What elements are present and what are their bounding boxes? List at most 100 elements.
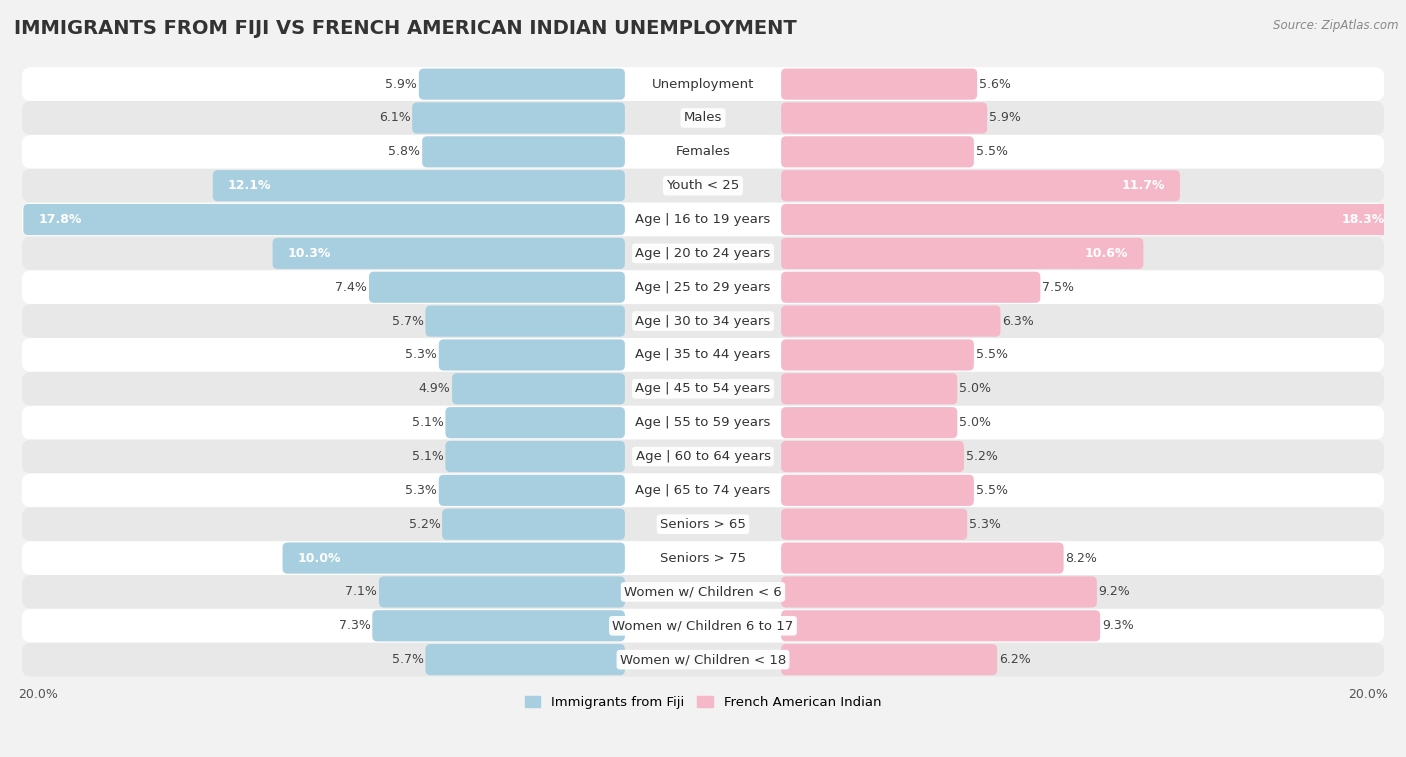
Text: Age | 55 to 59 years: Age | 55 to 59 years [636, 416, 770, 429]
FancyBboxPatch shape [21, 67, 1385, 101]
FancyBboxPatch shape [419, 69, 624, 100]
FancyBboxPatch shape [782, 69, 977, 100]
Text: Women w/ Children 6 to 17: Women w/ Children 6 to 17 [613, 619, 793, 632]
Text: Age | 30 to 34 years: Age | 30 to 34 years [636, 315, 770, 328]
Text: Age | 16 to 19 years: Age | 16 to 19 years [636, 213, 770, 226]
Text: 5.3%: 5.3% [405, 348, 437, 361]
Text: IMMIGRANTS FROM FIJI VS FRENCH AMERICAN INDIAN UNEMPLOYMENT: IMMIGRANTS FROM FIJI VS FRENCH AMERICAN … [14, 19, 797, 38]
Text: 5.0%: 5.0% [959, 416, 991, 429]
Text: 4.9%: 4.9% [419, 382, 450, 395]
FancyBboxPatch shape [782, 441, 965, 472]
Text: Age | 35 to 44 years: Age | 35 to 44 years [636, 348, 770, 361]
Text: 6.1%: 6.1% [378, 111, 411, 124]
FancyBboxPatch shape [24, 204, 624, 235]
Text: 7.4%: 7.4% [336, 281, 367, 294]
Text: Males: Males [683, 111, 723, 124]
FancyBboxPatch shape [21, 203, 1385, 236]
FancyBboxPatch shape [441, 509, 624, 540]
FancyBboxPatch shape [21, 575, 1385, 609]
Text: Seniors > 65: Seniors > 65 [659, 518, 747, 531]
FancyBboxPatch shape [21, 101, 1385, 135]
Text: 6.3%: 6.3% [1002, 315, 1033, 328]
FancyBboxPatch shape [212, 170, 624, 201]
FancyBboxPatch shape [782, 644, 997, 675]
Text: 5.5%: 5.5% [976, 348, 1008, 361]
FancyBboxPatch shape [412, 102, 624, 133]
FancyBboxPatch shape [380, 576, 624, 608]
Text: 8.2%: 8.2% [1066, 552, 1097, 565]
FancyBboxPatch shape [782, 475, 974, 506]
Text: 10.3%: 10.3% [288, 247, 330, 260]
Text: Females: Females [675, 145, 731, 158]
Text: 12.1%: 12.1% [228, 179, 271, 192]
Text: 18.3%: 18.3% [1341, 213, 1385, 226]
Text: Age | 25 to 29 years: Age | 25 to 29 years [636, 281, 770, 294]
FancyBboxPatch shape [782, 306, 1001, 337]
Text: 5.7%: 5.7% [392, 653, 423, 666]
FancyBboxPatch shape [782, 136, 974, 167]
FancyBboxPatch shape [782, 339, 974, 370]
FancyBboxPatch shape [782, 407, 957, 438]
FancyBboxPatch shape [782, 102, 987, 133]
FancyBboxPatch shape [422, 136, 624, 167]
FancyBboxPatch shape [21, 507, 1385, 541]
FancyBboxPatch shape [782, 170, 1180, 201]
Text: 7.5%: 7.5% [1042, 281, 1074, 294]
FancyBboxPatch shape [21, 304, 1385, 338]
FancyBboxPatch shape [21, 541, 1385, 575]
Text: 5.8%: 5.8% [388, 145, 420, 158]
FancyBboxPatch shape [426, 644, 624, 675]
FancyBboxPatch shape [453, 373, 624, 404]
Text: 5.1%: 5.1% [412, 450, 444, 463]
FancyBboxPatch shape [782, 543, 1063, 574]
Text: Unemployment: Unemployment [652, 78, 754, 91]
FancyBboxPatch shape [439, 475, 624, 506]
Text: Age | 20 to 24 years: Age | 20 to 24 years [636, 247, 770, 260]
FancyBboxPatch shape [782, 576, 1097, 608]
FancyBboxPatch shape [273, 238, 624, 269]
FancyBboxPatch shape [426, 306, 624, 337]
FancyBboxPatch shape [21, 236, 1385, 270]
FancyBboxPatch shape [368, 272, 624, 303]
Text: 10.0%: 10.0% [298, 552, 342, 565]
FancyBboxPatch shape [21, 338, 1385, 372]
FancyBboxPatch shape [21, 169, 1385, 203]
FancyBboxPatch shape [21, 440, 1385, 473]
FancyBboxPatch shape [782, 509, 967, 540]
Text: Age | 45 to 54 years: Age | 45 to 54 years [636, 382, 770, 395]
FancyBboxPatch shape [21, 135, 1385, 169]
FancyBboxPatch shape [373, 610, 624, 641]
Text: Women w/ Children < 18: Women w/ Children < 18 [620, 653, 786, 666]
Text: Age | 60 to 64 years: Age | 60 to 64 years [636, 450, 770, 463]
Text: 7.3%: 7.3% [339, 619, 371, 632]
Text: 5.6%: 5.6% [979, 78, 1011, 91]
Legend: Immigrants from Fiji, French American Indian: Immigrants from Fiji, French American In… [519, 690, 887, 714]
Text: 5.2%: 5.2% [966, 450, 997, 463]
FancyBboxPatch shape [446, 407, 624, 438]
FancyBboxPatch shape [21, 473, 1385, 507]
Text: 6.2%: 6.2% [998, 653, 1031, 666]
Text: 11.7%: 11.7% [1122, 179, 1166, 192]
Text: Youth < 25: Youth < 25 [666, 179, 740, 192]
FancyBboxPatch shape [283, 543, 624, 574]
FancyBboxPatch shape [782, 373, 957, 404]
FancyBboxPatch shape [782, 272, 1040, 303]
FancyBboxPatch shape [21, 406, 1385, 440]
Text: 17.8%: 17.8% [38, 213, 82, 226]
Text: 5.3%: 5.3% [969, 518, 1001, 531]
FancyBboxPatch shape [21, 609, 1385, 643]
Text: 5.1%: 5.1% [412, 416, 444, 429]
FancyBboxPatch shape [782, 238, 1143, 269]
Text: Source: ZipAtlas.com: Source: ZipAtlas.com [1274, 19, 1399, 32]
Text: 7.1%: 7.1% [346, 585, 377, 599]
Text: 5.9%: 5.9% [988, 111, 1021, 124]
Text: 5.5%: 5.5% [976, 484, 1008, 497]
FancyBboxPatch shape [21, 270, 1385, 304]
FancyBboxPatch shape [21, 643, 1385, 677]
FancyBboxPatch shape [782, 610, 1099, 641]
Text: 9.2%: 9.2% [1098, 585, 1130, 599]
Text: 5.3%: 5.3% [405, 484, 437, 497]
Text: 5.0%: 5.0% [959, 382, 991, 395]
FancyBboxPatch shape [21, 372, 1385, 406]
Text: 10.6%: 10.6% [1085, 247, 1129, 260]
